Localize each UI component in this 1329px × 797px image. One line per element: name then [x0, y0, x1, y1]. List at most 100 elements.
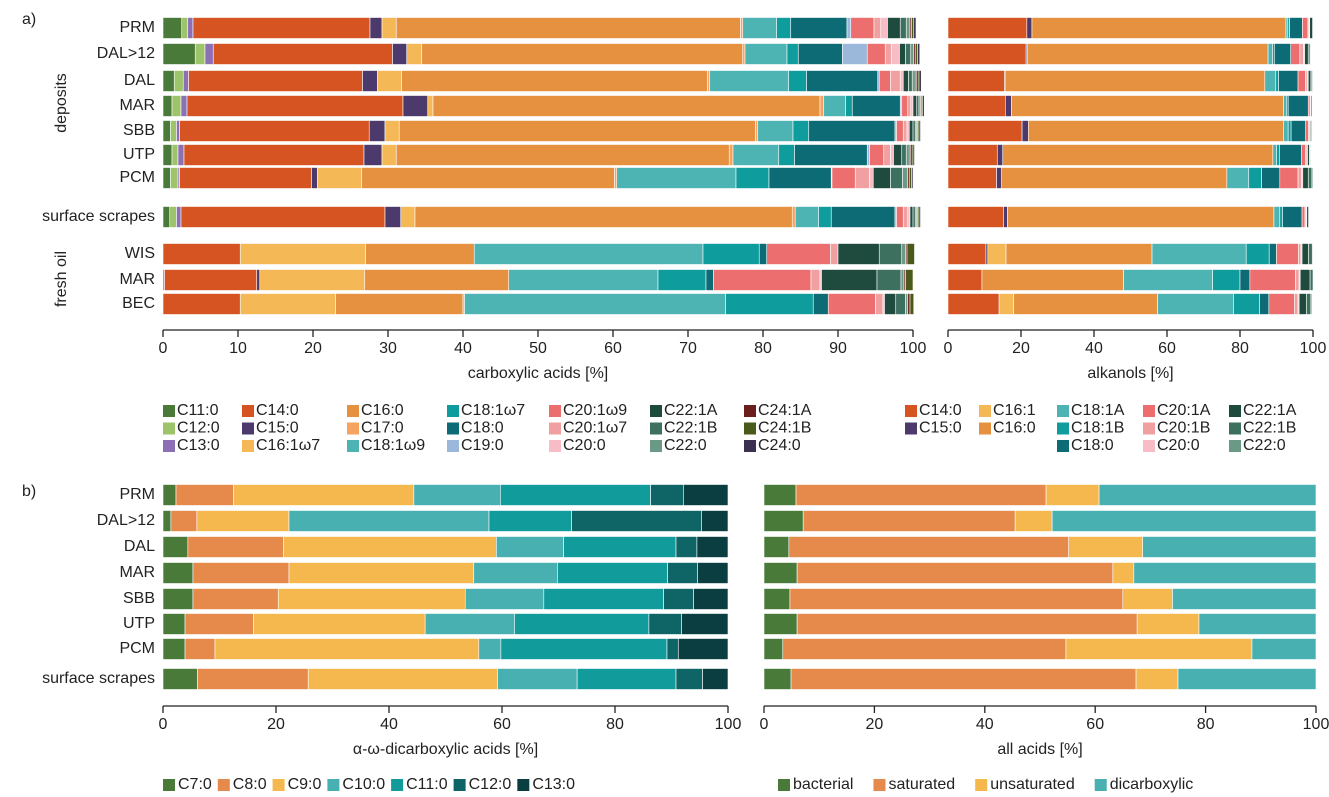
bar-segment [702, 668, 729, 690]
panel-label: b) [22, 483, 36, 500]
bar-segment [1122, 588, 1173, 610]
legend-label: C18:1A [1071, 402, 1125, 419]
bar-segment [788, 70, 807, 92]
x-tick-label: 60 [604, 340, 622, 357]
bar-segment [464, 293, 726, 315]
bar-segment [500, 484, 651, 506]
bar-segment [758, 243, 768, 265]
bar-segment [899, 70, 904, 92]
legend-label: C22:1B [664, 420, 717, 437]
legend-label: C13:0 [177, 437, 220, 454]
bar-segment [1198, 613, 1317, 635]
bar-segment [900, 269, 905, 291]
x-tick-label: 0 [760, 716, 769, 733]
legend-label: C16:0 [361, 402, 404, 419]
bar-segment [362, 70, 378, 92]
legend-swatch [272, 779, 285, 791]
bar-segment [614, 167, 618, 189]
bar-segment [875, 293, 884, 315]
bar-segment [763, 668, 792, 690]
bar-segment [1239, 269, 1251, 291]
bar-segment [311, 167, 318, 189]
bar-segment [790, 17, 848, 39]
bar-segment [377, 70, 402, 92]
x-axis-label: alkanols [%] [1087, 365, 1173, 382]
bar-segment [162, 638, 186, 660]
bar-segment [830, 243, 839, 265]
legend-label: C14:0 [919, 402, 962, 419]
bar-segment [905, 144, 910, 166]
bar-segment [1112, 562, 1135, 584]
bar-segment [906, 120, 910, 142]
bar-segment [1307, 70, 1312, 92]
bar-segment [1098, 484, 1317, 506]
bar-segment [1135, 668, 1179, 690]
legend-label: C9:0 [288, 776, 322, 793]
bar-segment [947, 293, 1000, 315]
bar-segment [796, 613, 1138, 635]
category-label: UTP [123, 615, 155, 632]
legend-swatch [549, 422, 561, 435]
bar-segment [918, 120, 921, 142]
bar-segment [1013, 293, 1158, 315]
legend-label: C7:0 [178, 776, 212, 793]
x-axis-label: α-ω-dicarboxylic acids [%] [353, 741, 538, 758]
bar-segment [657, 269, 707, 291]
legend-label: C22:1A [664, 402, 718, 419]
legend-swatch [217, 779, 230, 791]
category-label: WIS [125, 245, 155, 262]
bar-segment [473, 562, 558, 584]
bar-segment [277, 588, 466, 610]
bar-segment [902, 206, 909, 228]
x-tick-label: 100 [715, 716, 742, 733]
bar-segment [212, 43, 393, 65]
bar-segment [1249, 269, 1296, 291]
bar-segment [740, 17, 744, 39]
bar-segment [851, 95, 901, 117]
bar-segment [557, 562, 668, 584]
bar-segment [878, 243, 903, 265]
legend-label: C22:1B [1243, 420, 1296, 437]
bar-segment [794, 144, 868, 166]
bar-segment [368, 120, 386, 142]
bar-segment [763, 484, 797, 506]
legend-label: C20:0 [563, 437, 606, 454]
bar-segment [788, 536, 1070, 558]
bar-segment [381, 144, 397, 166]
bar-segment [896, 120, 904, 142]
bar-segment [421, 43, 744, 65]
legend-label: C15:0 [919, 420, 962, 437]
bar-segment [827, 293, 876, 315]
bar-segment [413, 484, 501, 506]
bar-segment [204, 43, 214, 65]
legend-label: C22:0 [664, 437, 707, 454]
legend-label: C18:1ω7 [461, 402, 525, 419]
bar-segment [414, 206, 793, 228]
category-label: UTP [123, 146, 155, 163]
bar-segment [183, 144, 365, 166]
legend-label: C22:0 [1243, 437, 1286, 454]
bar-segment [786, 43, 799, 65]
x-tick-label: 60 [1158, 340, 1176, 357]
bar-segment [384, 120, 400, 142]
bar-segment [763, 510, 804, 532]
bar-segment [899, 17, 907, 39]
bar-segment [392, 43, 408, 65]
bar-segment [401, 70, 708, 92]
bar-segment [508, 269, 659, 291]
bar-segment [728, 144, 734, 166]
legend-label: C17:0 [361, 420, 404, 437]
category-label: BEC [122, 295, 155, 312]
bar-segment [808, 120, 896, 142]
bar-segment [180, 95, 188, 117]
bar-segment [922, 95, 925, 117]
legend-label: C20:1ω7 [563, 420, 627, 437]
bar-segment [947, 206, 1004, 228]
bar-segment [896, 206, 904, 228]
bar-segment [514, 613, 650, 635]
bar-segment [705, 269, 714, 291]
bar-segment [947, 43, 1027, 65]
bar-segment [1304, 43, 1309, 65]
bar-segment [947, 243, 987, 265]
bar-segment [981, 269, 1124, 291]
